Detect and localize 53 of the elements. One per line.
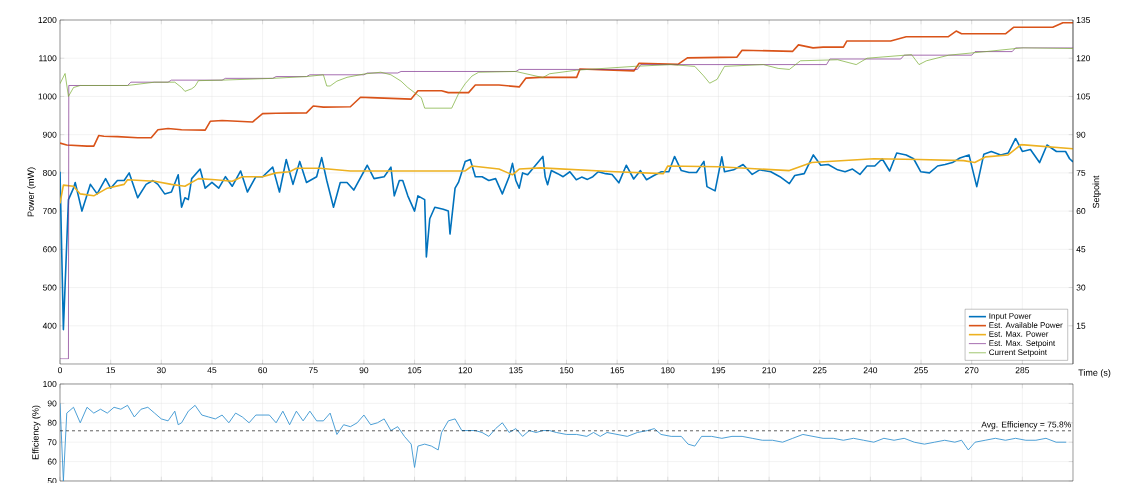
legend-label: Est. Available Power — [989, 322, 1063, 328]
x-tick-label: 90 — [359, 367, 369, 374]
y2-tick-label: 60 — [1076, 208, 1086, 215]
y2-tick-label: 135 — [1076, 17, 1091, 23]
ref-line-label: Avg. Efficiency = 75.8% — [981, 421, 1071, 430]
y-tick-label: 800 — [43, 169, 57, 176]
x-tick-label: 30 — [156, 367, 166, 374]
y-tick-label: 400 — [42, 322, 57, 329]
y2-tick-label: 120 — [1076, 55, 1091, 62]
x-axis-title: Time (s) — [1078, 369, 1111, 378]
x-tick-label: 210 — [762, 367, 776, 374]
y-tick-label: 80 — [47, 419, 57, 426]
x-tick-label: 180 — [661, 367, 675, 374]
y2-tick-label: 90 — [1076, 131, 1086, 138]
x-tick-label: 135 — [509, 367, 523, 374]
x-tick-label: 60 — [258, 367, 267, 374]
y-tick-label: 1000 — [38, 93, 57, 100]
x-tick-label: 120 — [458, 367, 472, 374]
x-tick-label: 270 — [965, 367, 979, 374]
y-tick-label: 500 — [42, 284, 57, 291]
y-tick-label: 1200 — [38, 17, 57, 24]
y2-axis-title: Setpoint — [1092, 175, 1101, 209]
x-tick-label: 240 — [863, 367, 878, 374]
y-tick-label: 600 — [43, 246, 57, 253]
y-tick-label: 700 — [43, 208, 57, 215]
y2-tick-label: 105 — [1076, 93, 1091, 100]
y-tick-label: 100 — [43, 381, 57, 387]
x-tick-label: 285 — [1015, 367, 1030, 374]
y-tick-label: 90 — [47, 400, 57, 407]
y-tick-label: 70 — [47, 439, 57, 446]
y-tick-label: 900 — [43, 131, 57, 138]
y-tick-label: 60 — [47, 458, 57, 465]
x-tick-label: 75 — [308, 367, 318, 374]
y2-tick-label: 30 — [1076, 284, 1086, 291]
y-axis-title: Efficiency (%) — [32, 405, 41, 460]
x-tick-label: 15 — [106, 367, 116, 374]
x-tick-label: 195 — [712, 367, 726, 374]
legend-label: Current Setpoint — [989, 349, 1047, 357]
y2-tick-label: 45 — [1076, 246, 1086, 253]
x-tick-label: 165 — [610, 367, 624, 374]
x-tick-label: 225 — [813, 367, 827, 374]
y-axis-title: Power (mW) — [27, 167, 36, 217]
y2-tick-label: 75 — [1076, 169, 1086, 176]
y2-tick-label: 15 — [1076, 322, 1086, 329]
x-tick-label: 0 — [57, 367, 63, 374]
x-tick-label: 105 — [408, 367, 422, 374]
legend-label: Est. Max. Setpoint — [989, 340, 1056, 348]
y-tick-label: 1100 — [39, 55, 57, 62]
x-tick-label: 150 — [560, 367, 574, 374]
x-tick-label: 255 — [914, 367, 928, 374]
legend-label: Est. Max. Power — [989, 331, 1049, 337]
x-tick-label: 45 — [207, 367, 217, 374]
legend-label: Input Power — [989, 313, 1032, 321]
